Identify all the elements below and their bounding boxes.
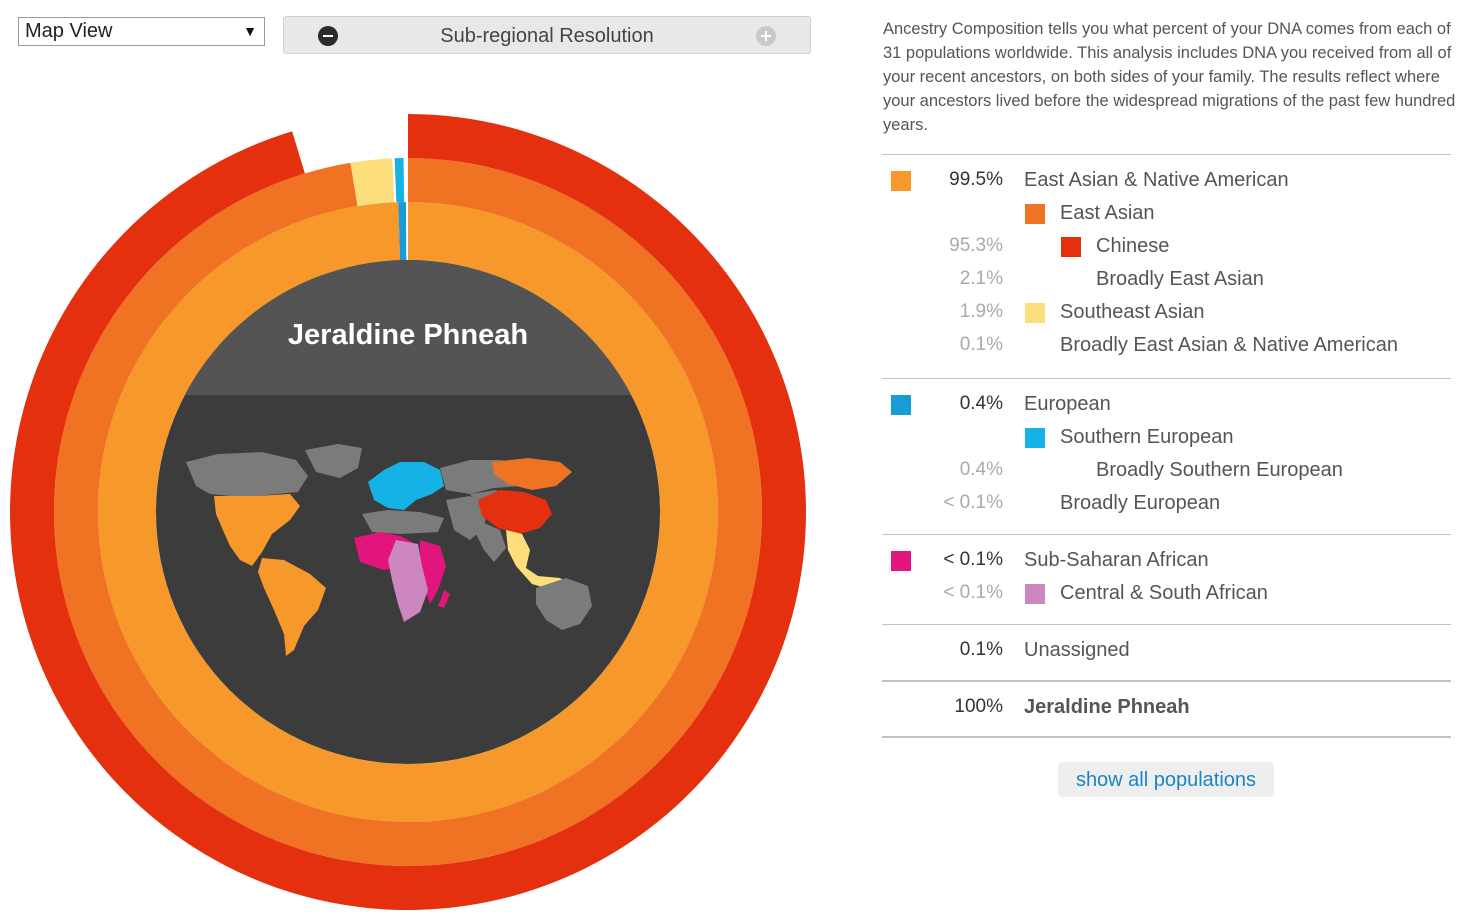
population-percent: 0.4% xyxy=(959,393,1003,414)
ancestry-description: Ancestry Composition tells you what perc… xyxy=(883,20,1456,134)
population-percent: < 0.1% xyxy=(943,492,1003,513)
map-north-america xyxy=(214,494,300,566)
ring-segments xyxy=(9,114,807,911)
population-percent: < 0.1% xyxy=(943,549,1003,570)
population-percent: 1.9% xyxy=(959,301,1003,322)
population-name: Chinese xyxy=(1096,235,1170,257)
population-row[interactable]: 1.9% Southeast Asian xyxy=(882,297,1451,330)
population-section: 100% Jeraldine Phneah xyxy=(882,680,1451,738)
population-name: Southern European xyxy=(1060,426,1234,448)
population-row[interactable]: East Asian xyxy=(882,198,1451,231)
population-color-swatch xyxy=(891,395,911,415)
population-percent: 100% xyxy=(954,696,1003,717)
ring-segment-inner-european[interactable] xyxy=(398,202,407,261)
map-north-africa xyxy=(362,510,444,534)
map-middle-east xyxy=(446,496,488,540)
population-percent: 95.3% xyxy=(949,235,1003,256)
population-color-swatch xyxy=(891,551,911,571)
population-percent: < 0.1% xyxy=(943,582,1003,603)
population-name: Central & South African xyxy=(1060,582,1268,604)
zoom-in-resolution-button[interactable] xyxy=(756,26,776,46)
population-name: Broadly European xyxy=(1060,492,1221,514)
population-name: Broadly East Asian & Native American xyxy=(1060,334,1398,356)
population-name: Southeast Asian xyxy=(1060,301,1205,323)
population-section: 99.5% East Asian & Native American East As… xyxy=(882,154,1451,378)
population-percent: 0.1% xyxy=(959,639,1003,660)
zoom-out-resolution-button[interactable] xyxy=(318,26,338,46)
map-central-south-africa xyxy=(388,540,428,622)
map-europe xyxy=(368,462,444,510)
population-percent: 0.1% xyxy=(959,334,1003,355)
center-disc: Jeraldine Phneah xyxy=(156,260,660,764)
population-name: Broadly East Asian xyxy=(1096,268,1264,290)
ring-segment-middle-southeast-asian[interactable] xyxy=(350,158,395,207)
population-color-swatch xyxy=(1025,584,1045,604)
population-color-swatch xyxy=(1025,428,1045,448)
world-map xyxy=(186,444,592,656)
chevron-down-icon: ▼ xyxy=(243,23,257,39)
population-section: < 0.1% Sub-Saharan African < 0.1% Central &… xyxy=(882,534,1451,624)
resolution-control: Sub-regional Resolution xyxy=(283,16,811,54)
population-color-swatch xyxy=(1025,303,1045,323)
population-name: European xyxy=(1024,393,1111,415)
population-percent: 0.4% xyxy=(959,459,1003,480)
population-row[interactable]: 0.1% Broadly East Asian & Native American xyxy=(882,330,1451,363)
population-name: Jeraldine Phneah xyxy=(1024,696,1190,718)
population-row[interactable]: 99.5% East Asian & Native American xyxy=(882,165,1451,198)
population-row[interactable]: 0.4% Broadly Southern European xyxy=(882,455,1451,488)
population-color-swatch xyxy=(1025,204,1045,224)
population-row[interactable]: < 0.1% Broadly European xyxy=(882,488,1451,521)
view-select[interactable]: Map View ▼ xyxy=(18,17,265,46)
map-india xyxy=(476,522,506,562)
show-all-populations-button[interactable]: show all populations xyxy=(1058,762,1274,797)
population-percent: 2.1% xyxy=(959,268,1003,289)
map-china xyxy=(478,490,552,534)
population-row[interactable]: 100% Jeraldine Phneah xyxy=(882,692,1451,725)
population-row[interactable]: 0.4% European xyxy=(882,389,1451,422)
population-color-swatch xyxy=(1061,237,1081,257)
ancestry-ring-chart: Jeraldine Phneah xyxy=(9,114,807,911)
view-select-value: Map View xyxy=(25,20,113,42)
population-name: Sub-Saharan African xyxy=(1024,549,1209,571)
map-south-america xyxy=(258,558,326,656)
resolution-label: Sub-regional Resolution xyxy=(440,25,654,47)
population-row[interactable]: 2.1% Broadly East Asian xyxy=(882,264,1451,297)
population-color-swatch xyxy=(891,171,911,191)
ring-segment-outer-broadly-east-asian[interactable] xyxy=(292,119,351,174)
center-person-name: Jeraldine Phneah xyxy=(288,319,528,351)
population-row[interactable]: 0.1% Unassigned xyxy=(882,635,1451,668)
population-row[interactable]: Southern European xyxy=(882,422,1451,455)
ring-segment-middle-southern-european[interactable] xyxy=(394,158,405,203)
population-name: Broadly Southern European xyxy=(1096,459,1343,481)
population-section: 0.4% European Southern European 0.4% Broadly… xyxy=(882,378,1451,534)
map-southeast-asia xyxy=(506,530,574,590)
population-percent: 99.5% xyxy=(949,169,1003,190)
population-name: East Asian & Native American xyxy=(1024,169,1289,191)
ring-segment-inner-unassigned[interactable] xyxy=(406,202,408,261)
map-australia xyxy=(536,578,592,630)
population-section: 0.1% Unassigned xyxy=(882,624,1451,680)
map-madagascar xyxy=(438,590,450,608)
ring-segment-middle-broadly-east-asian-native-american[interactable] xyxy=(392,158,397,203)
population-name: Unassigned xyxy=(1024,639,1130,661)
population-row[interactable]: < 0.1% Central & South African xyxy=(882,578,1451,611)
map-greenland xyxy=(305,444,362,478)
population-table: 99.5% East Asian & Native American East As… xyxy=(882,154,1451,738)
map-east-russia xyxy=(492,458,572,490)
map-canada xyxy=(186,452,308,496)
table-bottom-divider xyxy=(882,736,1451,738)
population-row[interactable]: < 0.1% Sub-Saharan African xyxy=(882,545,1451,578)
population-row[interactable]: 95.3% Chinese xyxy=(882,231,1451,264)
population-name: East Asian xyxy=(1060,202,1155,224)
